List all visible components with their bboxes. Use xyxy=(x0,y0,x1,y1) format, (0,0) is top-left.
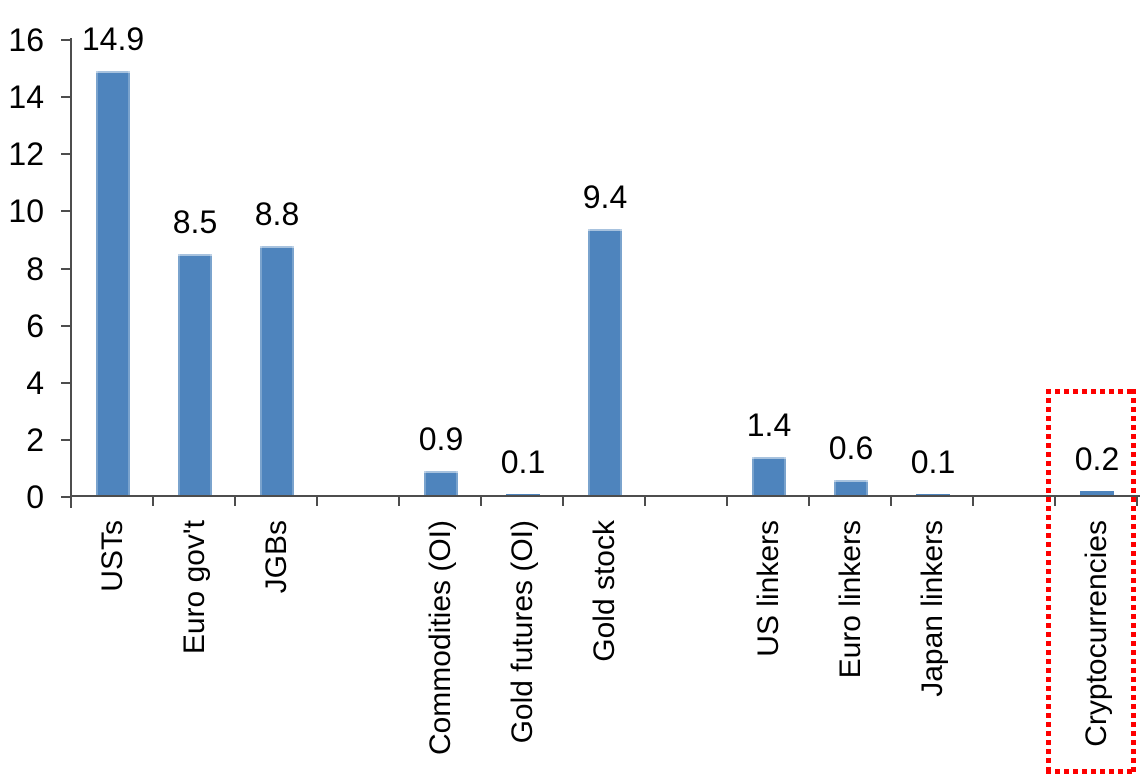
y-axis-label: 4 xyxy=(26,364,44,401)
bar-value-euro-gov-t: 8.5 xyxy=(172,204,218,240)
y-axis-label: 14 xyxy=(8,79,44,116)
bar-jgbs xyxy=(260,246,294,497)
category-label-gold-futures-oi: Gold futures (OI) xyxy=(506,520,539,744)
category-label-commodities-oi: Commodities (OI) xyxy=(424,520,457,756)
y-axis-tick xyxy=(61,381,70,384)
bar-value-euro-linkers: 0.6 xyxy=(828,430,874,466)
bar-value-us-linkers: 1.4 xyxy=(746,407,792,443)
x-axis-tick xyxy=(972,497,974,506)
bar-value-commodities-oi: 0.9 xyxy=(418,421,464,457)
bar-gold-stock xyxy=(588,229,622,497)
x-axis-tick xyxy=(808,497,810,506)
bar-value-gold-futures-oi: 0.1 xyxy=(500,444,546,480)
y-axis-tick xyxy=(61,324,70,327)
category-label-usts: USTs xyxy=(96,520,129,592)
y-axis-label: 2 xyxy=(26,421,44,458)
x-axis-tick xyxy=(234,497,236,506)
x-axis-tick xyxy=(480,497,482,506)
category-label-gold-stock: Gold stock xyxy=(588,520,621,662)
x-axis-tick xyxy=(890,497,892,506)
bar-us-linkers xyxy=(752,457,786,497)
y-axis-label: 8 xyxy=(26,250,44,287)
y-axis-line xyxy=(70,38,72,508)
bar-value-jgbs: 8.8 xyxy=(254,196,300,232)
y-axis-tick xyxy=(61,438,70,441)
highlight-box xyxy=(1046,389,1136,774)
y-axis-label: 10 xyxy=(8,193,44,230)
category-label-us-linkers: US linkers xyxy=(752,520,785,657)
bar-value-usts: 14.9 xyxy=(81,21,145,57)
bar-value-japan-linkers: 0.1 xyxy=(910,444,956,480)
y-axis-tick xyxy=(61,153,70,156)
category-label-japan-linkers: Japan linkers xyxy=(916,520,949,697)
y-axis-label: 16 xyxy=(8,22,44,58)
y-axis-tick xyxy=(61,39,70,41)
x-axis-tick xyxy=(316,497,318,506)
bar-usts xyxy=(96,71,130,497)
bar-euro-gov-t xyxy=(178,254,212,497)
x-axis-tick xyxy=(644,497,646,506)
category-label-jgbs: JGBs xyxy=(260,520,293,594)
x-axis-line xyxy=(70,495,1140,497)
y-axis-label: 12 xyxy=(8,136,44,173)
x-axis-tick xyxy=(398,497,400,506)
x-axis-tick xyxy=(562,497,564,506)
x-axis-tick xyxy=(726,497,728,506)
x-axis-tick xyxy=(1136,497,1138,506)
y-axis-label: 6 xyxy=(26,307,44,344)
y-axis-tick xyxy=(61,96,70,99)
x-axis-tick xyxy=(152,497,154,506)
y-axis-tick xyxy=(61,496,70,498)
bar-commodities-oi xyxy=(424,471,458,497)
category-label-euro-gov-t: Euro gov't xyxy=(178,520,211,655)
y-axis-tick xyxy=(61,267,70,270)
y-axis-label: 0 xyxy=(26,479,44,515)
bar-euro-linkers xyxy=(834,480,868,497)
y-axis-tick xyxy=(61,210,70,213)
bar-value-gold-stock: 9.4 xyxy=(582,179,628,215)
category-label-euro-linkers: Euro linkers xyxy=(834,520,867,679)
